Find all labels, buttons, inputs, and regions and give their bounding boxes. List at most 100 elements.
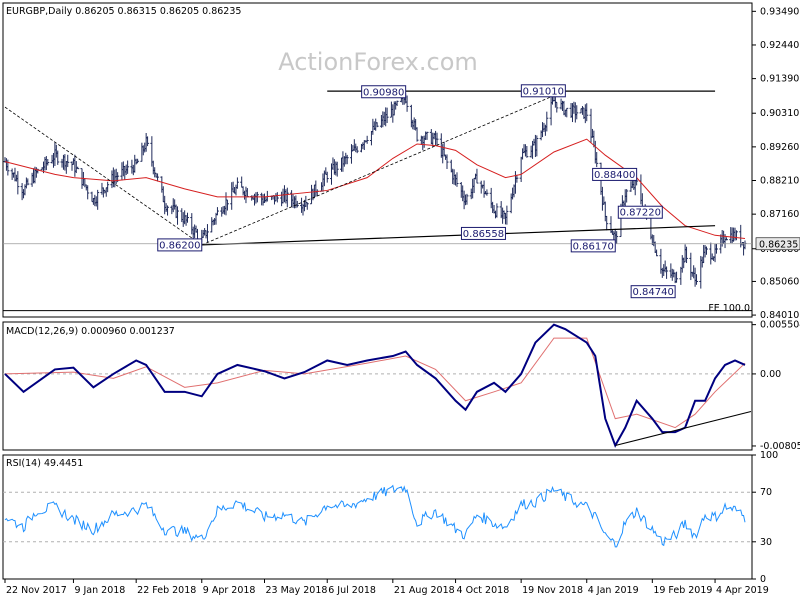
fe-label: FE 100.0 [708, 303, 750, 314]
price-label: 0.87220 [617, 205, 663, 219]
rsi-header: RSI(14) 49.4451 [6, 458, 83, 469]
current-price-text: 0.86235 [759, 239, 798, 250]
ohlc-bar [485, 189, 489, 196]
ohlc-bar [535, 135, 539, 157]
price-label-box [617, 205, 663, 219]
price-label-box [570, 239, 616, 253]
macd-panel-frame [2, 321, 753, 451]
x-tick-label: 6 Jul 2018 [328, 585, 376, 596]
x-axis: 22 Nov 2017 9 Jan 2018 22 Feb 2018 9 Apr 20… [4, 579, 769, 596]
ohlc-bar [465, 193, 469, 205]
ohlc-bar [325, 171, 329, 183]
ohlc-bar [66, 154, 70, 168]
ohlc-bar [455, 172, 459, 187]
ohlc-bar [176, 206, 180, 225]
price-label: 0.86170 [570, 239, 616, 253]
x-tick-label: 22 Feb 2018 [137, 585, 196, 596]
ohlc-bar [675, 271, 679, 283]
ohlc-bar [705, 246, 709, 255]
ohlc-bar [495, 203, 499, 218]
ohlc-bar [545, 111, 549, 132]
price-label-text: 0.90980 [363, 87, 404, 98]
ohlc-bar [655, 249, 659, 257]
x-tick-label: 22 Nov 2017 [6, 585, 67, 596]
ohlc-bar [146, 136, 150, 147]
ohlc-bar [56, 150, 60, 165]
dashed-trendline [4, 106, 202, 246]
ohlc-bar [365, 135, 369, 144]
rsi-tick-label: 100 [760, 450, 778, 461]
ohlc-bar [405, 95, 409, 112]
ohlc-bar [665, 266, 669, 279]
x-tick-label: 4 Apr 2019 [716, 585, 769, 596]
ohlc-bar [106, 181, 110, 193]
ohlc-bar [46, 159, 50, 166]
ohlc-bar [96, 189, 100, 210]
x-tick-label: 23 May 2018 [265, 585, 327, 596]
price-panel: ActionForex.com EURGBP,Daily 0.86205 0.8… [2, 2, 800, 321]
ohlc-bar [685, 246, 689, 264]
ohlc-bar [166, 205, 170, 216]
trendline [201, 225, 716, 246]
ohlc-bar [415, 127, 419, 142]
ohlc-bar [605, 215, 609, 231]
rsi-y-axis: 100 70 30 0 [752, 450, 778, 585]
ohlc-bar [76, 166, 80, 170]
x-tick-label: 19 Nov 2018 [522, 585, 583, 596]
price-label: 0.88400 [592, 167, 638, 181]
ohlc-bar [16, 171, 20, 195]
price-tick-label: 0.91390 [760, 74, 799, 85]
ohlc-bar [724, 237, 728, 241]
ohlc-bar [285, 187, 289, 208]
ohlc-bar [186, 212, 190, 223]
price-label-box [520, 84, 566, 98]
price-tick-label: 0.89260 [760, 142, 799, 153]
ohlc-bar [475, 168, 479, 184]
macd-tick-label: 0.00 [760, 369, 781, 380]
ohlc-bar [385, 107, 389, 124]
rsi-panel: RSI(14) 49.4451 100 70 30 0 [2, 450, 778, 585]
ohlc-bar [425, 131, 429, 140]
current-price-marker: 0.86235 [755, 237, 800, 251]
x-tick-label: 4 Jan 2019 [588, 585, 639, 596]
price-tick-label: 0.93490 [760, 6, 799, 17]
x-tick-label: 19 Feb 2019 [653, 585, 712, 596]
ohlc-bar [305, 202, 309, 210]
ohlc-bar [335, 161, 339, 177]
ohlc-bar [225, 199, 229, 211]
macd-main-line [4, 323, 746, 448]
price-label-box [460, 226, 506, 240]
price-panel-frame [2, 2, 753, 318]
macd-lines [3, 323, 752, 448]
price-label-text: 0.88400 [594, 170, 635, 181]
price-label: 0.86200 [157, 238, 203, 252]
macd-header: MACD(12,26,9) 0.000960 0.001237 [6, 326, 175, 337]
x-tick-label: 4 Oct 2018 [457, 585, 510, 596]
current-price-box [755, 237, 800, 251]
ohlc-bar [215, 207, 219, 216]
x-tick-label: 9 Jan 2018 [74, 585, 125, 596]
price-label-text: 0.87220 [620, 208, 661, 219]
price-tick-label: 0.88210 [760, 176, 799, 187]
rsi-series-line [4, 484, 746, 548]
ohlc-bar [375, 122, 379, 128]
ohlc-bar [126, 160, 130, 174]
ohlc-bar [395, 100, 399, 106]
ohlc-bar [235, 177, 239, 189]
ohlc-bar [156, 173, 160, 182]
price-label-text: 0.91010 [523, 86, 564, 97]
price-label-box [157, 238, 203, 252]
price-label: 0.91010 [520, 84, 566, 98]
price-label-box [592, 167, 638, 181]
ohlc-bar [136, 158, 140, 164]
price-label: 0.86558 [460, 226, 506, 240]
ohlc-bar [435, 132, 439, 145]
macd-y-axis: 0.005504 0.00 -0.00805 [752, 320, 800, 452]
trendlines [3, 90, 752, 312]
price-label-text: 0.84740 [632, 287, 673, 298]
ohlc-bars [3, 90, 747, 289]
price-tick-label: 0.90310 [760, 108, 799, 119]
price-label-box [361, 85, 407, 99]
rsi-line [3, 484, 752, 548]
